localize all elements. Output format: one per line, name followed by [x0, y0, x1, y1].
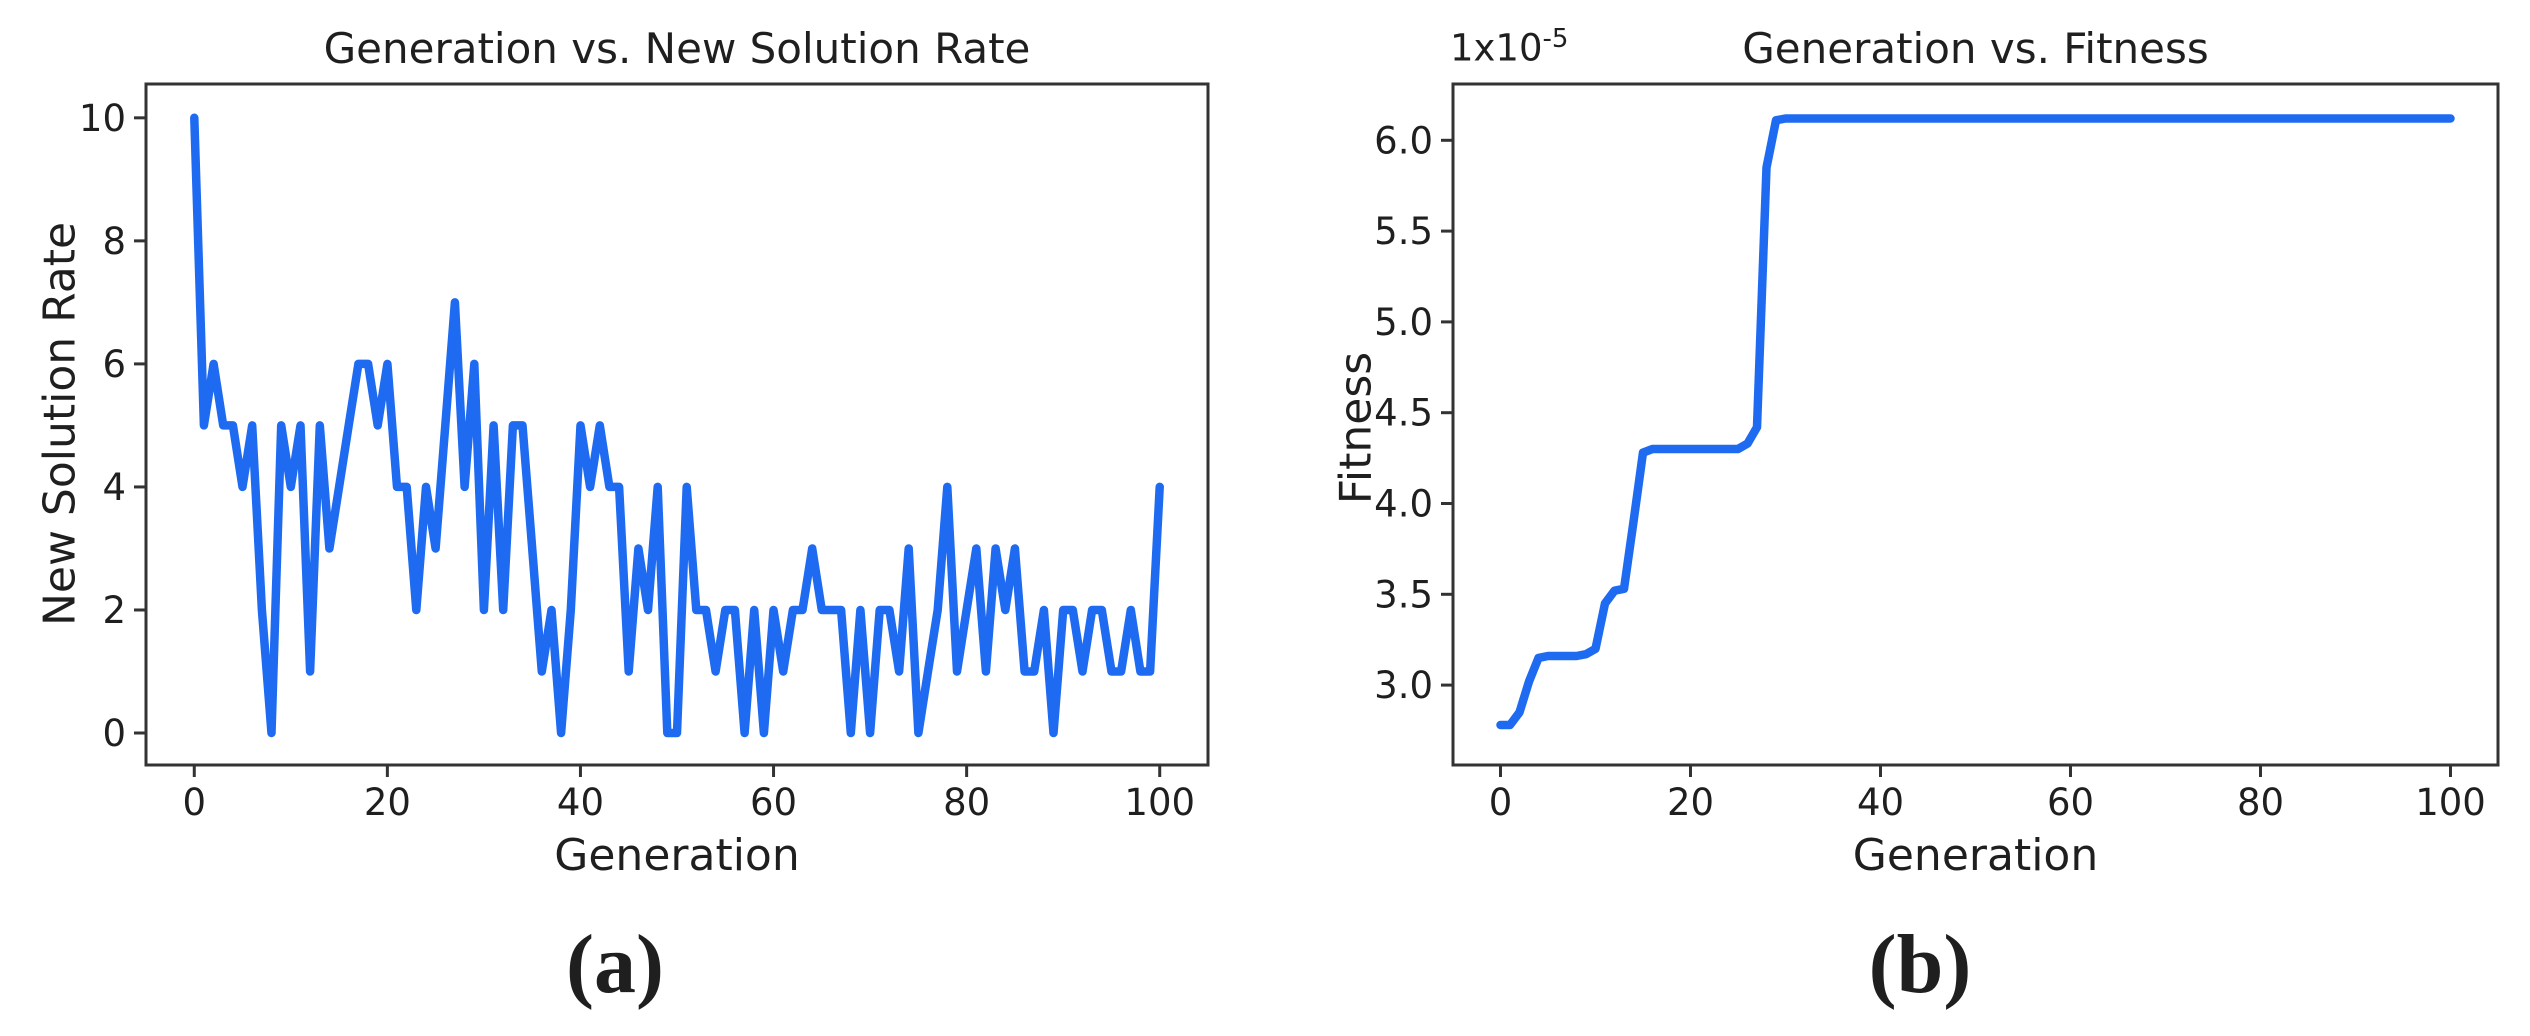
y-tick-label: 2	[102, 589, 126, 632]
y-tick-label: 10	[79, 97, 126, 140]
caption-a: (a)	[566, 918, 664, 1011]
x-tick-label: 100	[1124, 781, 1195, 824]
y-tick-label: 4.0	[1374, 482, 1433, 525]
y-tick-label: 3.0	[1374, 664, 1433, 707]
y-tick-label: 5.5	[1374, 210, 1433, 253]
y-tick-label: 0	[102, 712, 126, 755]
y-tick-label: 3.5	[1374, 573, 1433, 616]
x-tick-label: 80	[943, 781, 990, 824]
x-tick-label: 40	[1857, 781, 1904, 824]
new-solution-rate-line	[190, 113, 1164, 738]
y-tick-label: 6	[102, 343, 126, 386]
offset-exponent: -5	[1542, 24, 1569, 54]
left-chart-title: Generation vs. New Solution Rate	[323, 24, 1031, 73]
new-solution-rate-axes-spines	[144, 82, 1210, 767]
x-tick-label: 20	[1667, 781, 1714, 824]
left-yaxis-label: New Solution Rate	[34, 221, 86, 627]
y-tick-label: 8	[102, 220, 126, 263]
y-tick-label: 6.0	[1374, 119, 1433, 162]
x-tick-label: 80	[2237, 781, 2284, 824]
x-tick-label: 40	[557, 781, 604, 824]
offset-base: 1x10	[1450, 26, 1543, 70]
x-tick-label: 0	[182, 781, 206, 824]
caption-b: (b)	[1868, 918, 1972, 1011]
y-tick-label: 4.5	[1374, 392, 1433, 435]
right-chart-title: Generation vs. Fitness	[1742, 24, 2209, 73]
x-tick-label: 60	[750, 781, 797, 824]
y-tick-label: 5.0	[1374, 301, 1433, 344]
x-tick-label: 0	[1489, 781, 1513, 824]
y-axis-offset-label: 1x10-5	[1450, 24, 1568, 69]
x-tick-label: 20	[364, 781, 411, 824]
fitness-axes-spines	[1451, 82, 2500, 767]
left-xaxis-label: Generation	[554, 830, 800, 881]
y-tick-label: 4	[102, 466, 126, 509]
right-yaxis-label: Fitness	[1330, 351, 1382, 505]
fitness-line	[1496, 114, 2455, 730]
x-tick-label: 60	[2047, 781, 2094, 824]
right-xaxis-label: Generation	[1852, 830, 2099, 881]
x-tick-label: 100	[2415, 781, 2486, 824]
